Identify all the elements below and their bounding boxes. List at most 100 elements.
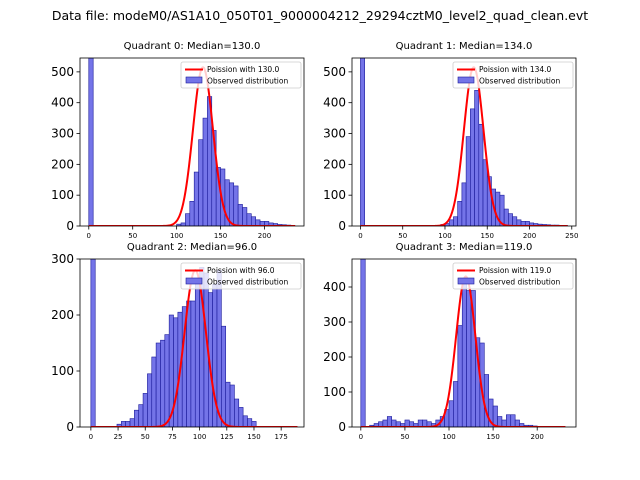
- x-tick-label: 150: [214, 232, 227, 240]
- histogram-bar: [147, 373, 153, 427]
- zero-bin-bar: [360, 259, 366, 427]
- histogram-bar: [164, 334, 170, 427]
- histogram-bar: [512, 216, 518, 226]
- histogram-bar: [138, 404, 144, 427]
- x-tick-label: 200: [258, 232, 271, 240]
- legend-poisson-label: Poission with 130.0: [207, 65, 280, 74]
- histogram-bar: [482, 159, 488, 226]
- y-tick-label: 0: [66, 420, 74, 434]
- y-tick-label: 400: [323, 96, 346, 110]
- legend: Poission with 134.0 Observed distribution: [452, 61, 574, 89]
- y-tick-label: 100: [51, 364, 74, 378]
- histogram-bar: [448, 219, 454, 226]
- panel-title: Quadrant 2: Median=96.0: [127, 242, 257, 253]
- x-tick-label: 100: [442, 433, 455, 441]
- histogram-bar: [508, 213, 513, 226]
- y-tick-label: 400: [323, 280, 346, 294]
- poisson-curve: [88, 66, 296, 226]
- histogram-bar: [238, 407, 244, 427]
- axes-frame: [79, 258, 305, 428]
- histogram-bar: [134, 409, 140, 427]
- histogram-bar: [216, 269, 222, 427]
- histogram-bar: [129, 418, 135, 427]
- histogram-bar: [514, 419, 520, 427]
- x-tick-label: 200: [523, 232, 536, 240]
- histogram-bar: [173, 317, 179, 427]
- legend-poisson-label: Poission with 134.0: [479, 65, 552, 74]
- histogram-bar: [180, 222, 186, 226]
- histogram-bar: [229, 182, 235, 226]
- y-tick-label: 100: [323, 385, 346, 399]
- legend-observed-label: Observed distribution: [207, 77, 288, 86]
- histogram-bar: [417, 419, 423, 427]
- histogram-bar: [194, 281, 200, 427]
- legend-observed-label: Observed distribution: [479, 77, 560, 86]
- legend: Poission with 130.0 Observed distribution: [180, 61, 302, 89]
- histogram-bar: [246, 213, 252, 226]
- legend-observed-label: Observed distribution: [207, 278, 288, 287]
- x-tick-label: 125: [220, 433, 233, 441]
- x-tick-label: 100: [170, 232, 183, 240]
- x-tick-label: 75: [168, 433, 177, 441]
- x-tick-label: 0: [87, 232, 91, 240]
- y-tick-label: 500: [323, 65, 346, 79]
- axes-frame: [351, 57, 577, 227]
- histogram-bar: [422, 419, 428, 427]
- y-tick-label: 200: [51, 157, 74, 171]
- zero-bin-bar: [88, 58, 94, 226]
- y-tick-label: 200: [51, 308, 74, 322]
- histogram-bar: [233, 185, 239, 226]
- y-tick-label: 300: [51, 252, 74, 266]
- x-tick-label: 50: [128, 232, 137, 240]
- x-tick-label: 0: [358, 232, 362, 240]
- histogram-bar: [234, 398, 240, 427]
- panel-title: Quadrant 3: Median=119.0: [396, 242, 533, 253]
- histogram-bar: [193, 171, 199, 226]
- x-tick-label: 150: [247, 433, 260, 441]
- histogram-bar: [461, 182, 467, 226]
- histogram-bar: [457, 325, 463, 427]
- histogram-bar: [448, 400, 454, 427]
- y-tick-label: 0: [66, 219, 74, 233]
- legend-bar-swatch: [457, 76, 475, 84]
- histogram-bar: [453, 216, 458, 226]
- histogram-bar: [457, 201, 463, 226]
- legend: Poission with 119.0 Observed distribution: [452, 262, 574, 290]
- zero-bin-bar: [360, 58, 365, 226]
- panel-title: Quadrant 1: Median=134.0: [396, 41, 533, 52]
- panel-title: Quadrant 0: Median=130.0: [124, 41, 261, 52]
- histogram-bar: [453, 381, 459, 427]
- y-tick-label: 400: [51, 96, 74, 110]
- histogram-bar: [198, 139, 204, 226]
- legend-bar-swatch: [185, 277, 203, 285]
- histogram-bar: [185, 213, 191, 226]
- zero-bin-bar: [90, 259, 96, 427]
- legend: Poission with 96.0 Observed distribution: [180, 262, 302, 290]
- legend-poisson-label: Poission with 119.0: [479, 266, 552, 275]
- y-tick-label: 100: [51, 188, 74, 202]
- x-tick-label: 50: [398, 232, 407, 240]
- histogram-bar: [474, 90, 480, 226]
- figure-suptitle: Data file: modeM0/AS1A10_050T01_90000042…: [52, 8, 588, 23]
- y-tick-label: 0: [338, 219, 346, 233]
- histogram-bar: [242, 415, 248, 427]
- histogram-bar: [155, 342, 161, 427]
- legend-bar-swatch: [185, 76, 203, 84]
- histogram-bar: [404, 419, 410, 427]
- quadrant-1-panel: Quadrant 1: Median=134.00100200300400500…: [323, 41, 578, 240]
- histogram-bar: [465, 136, 471, 226]
- quadrant-0-panel: Quadrant 0: Median=130.00100200300400500…: [51, 41, 305, 240]
- y-tick-label: 200: [323, 350, 346, 364]
- histogram-bar: [461, 283, 467, 427]
- histogram-bar: [510, 414, 516, 427]
- legend-observed-label: Observed distribution: [479, 278, 560, 287]
- histogram-bar: [250, 216, 256, 226]
- y-tick-label: 100: [323, 188, 346, 202]
- histogram-bar: [242, 207, 248, 226]
- quadrant-2-panel: Quadrant 2: Median=96.0 0 100 200 300 0 25 50 75…: [51, 242, 305, 441]
- histogram-bar: [470, 108, 475, 226]
- histogram-bar: [478, 123, 484, 226]
- histogram-bar: [247, 418, 253, 427]
- y-tick-label: 200: [323, 157, 346, 171]
